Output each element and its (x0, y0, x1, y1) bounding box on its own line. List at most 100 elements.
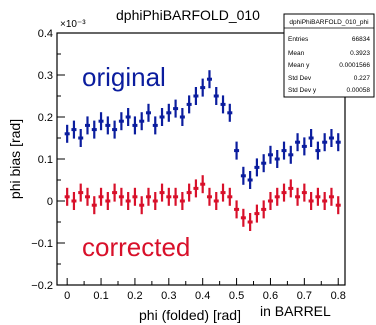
data-point-marker (301, 191, 307, 195)
data-point-marker (335, 140, 341, 144)
data-point-marker (71, 199, 77, 203)
data-point-marker (213, 94, 219, 98)
data-point-marker (220, 191, 226, 195)
data-point-marker (179, 115, 185, 119)
data-point-marker (261, 207, 267, 211)
data-point-marker (227, 111, 233, 115)
data-point-marker (179, 199, 185, 203)
data-point-marker (91, 128, 97, 132)
data-point-marker (159, 115, 165, 119)
data-point-marker (295, 140, 301, 144)
data-point-marker (112, 128, 118, 132)
y-tick-label: −0.1 (31, 238, 53, 250)
data-point-marker (166, 195, 172, 199)
data-point-marker (193, 94, 199, 98)
data-point-marker (335, 203, 341, 207)
stats-row-value: 66834 (352, 36, 370, 43)
data-point-marker (118, 119, 124, 123)
data-point-marker (274, 195, 280, 199)
data-point-marker (98, 119, 104, 123)
x-tick-label: 0.8 (331, 290, 346, 302)
annotation-corrected: corrected (82, 232, 190, 262)
data-point-marker (206, 195, 212, 199)
data-point-marker (328, 136, 334, 140)
y-tick-label: 0.3 (38, 70, 53, 82)
stats-row-label: Mean y (288, 62, 310, 69)
data-point-marker (267, 199, 273, 203)
y-tick-label: −0.2 (31, 280, 53, 292)
data-point-marker (234, 149, 240, 153)
data-point-marker (315, 149, 321, 153)
data-point-marker (145, 195, 151, 199)
data-point-marker (64, 195, 70, 199)
data-point-marker (308, 199, 314, 203)
data-point-marker (84, 123, 90, 127)
data-point-marker (78, 191, 84, 195)
data-point-marker (220, 102, 226, 106)
data-point-marker (139, 203, 145, 207)
x-tick-label: 0.2 (127, 290, 142, 302)
data-point-marker (166, 111, 172, 115)
data-point-marker (322, 199, 328, 203)
stats-row-value: 0.227 (354, 75, 371, 82)
data-point-marker (308, 136, 314, 140)
data-point-marker (288, 153, 294, 157)
series-corrected (64, 175, 341, 231)
data-point-marker (281, 149, 287, 153)
x-axis-label: phi (folded) [rad] (139, 307, 241, 323)
data-point-marker (152, 199, 158, 203)
data-point-marker (240, 216, 246, 220)
x-tick-label: 0.1 (93, 290, 108, 302)
data-point-marker (254, 212, 260, 216)
y-tick-label: 0.4 (38, 28, 53, 40)
data-point-marker (105, 123, 111, 127)
data-point-marker (132, 195, 138, 199)
data-point-marker (301, 144, 307, 148)
stats-row-value: 0.3923 (350, 50, 370, 57)
data-point-marker (132, 123, 138, 127)
data-point-marker (206, 77, 212, 81)
data-point-marker (247, 220, 253, 224)
region-label: in BARREL (260, 303, 331, 319)
data-point-marker (84, 195, 90, 199)
y-tick-label: 0 (47, 196, 53, 208)
stats-box: dphiPhiBARFOLD_010_phi Entries 66834 Mea… (283, 13, 375, 98)
stats-row-label: Mean (288, 50, 305, 57)
stats-row-label: Std Dev (288, 75, 312, 82)
data-point-marker (71, 128, 77, 132)
stats-row-label: Entries (288, 36, 309, 43)
stats-box-title: dphiPhiBARFOLD_010_phi (289, 19, 368, 26)
chart-title: dphiPhiBARFOLD_010 (116, 7, 260, 23)
data-point-marker (281, 191, 287, 195)
y-axis-label: phi bias [rad] (7, 119, 23, 199)
data-point-marker (274, 157, 280, 161)
x-tick-label: 0 (64, 290, 70, 302)
data-point-marker (98, 195, 104, 199)
data-point-marker (105, 199, 111, 203)
x-tick-label: 0.3 (161, 290, 176, 302)
data-point-marker (152, 123, 158, 127)
stats-row-value: 0.00058 (347, 87, 371, 94)
data-point-marker (173, 195, 179, 199)
data-point-marker (200, 182, 206, 186)
y-tick-label: 0.1 (38, 154, 53, 166)
data-point-marker (234, 207, 240, 211)
data-point-marker (78, 136, 84, 140)
data-point-marker (64, 132, 70, 136)
data-point-marker (200, 86, 206, 90)
data-point-marker (328, 195, 334, 199)
x-tick-label: 0.4 (195, 290, 210, 302)
data-point-marker (91, 203, 97, 207)
data-point-marker (139, 119, 145, 123)
data-point-marker (125, 115, 131, 119)
x-tick-label: 0.7 (297, 290, 312, 302)
data-point-marker (193, 186, 199, 190)
data-point-marker (118, 195, 124, 199)
data-point-marker (159, 191, 165, 195)
y-exponent: ×10⁻³ (60, 19, 86, 30)
x-tick-label: 0.6 (263, 290, 278, 302)
data-point-marker (213, 199, 219, 203)
stats-row-label: Std Dev y (288, 87, 317, 94)
stats-row-value: 0.0001566 (339, 62, 370, 69)
